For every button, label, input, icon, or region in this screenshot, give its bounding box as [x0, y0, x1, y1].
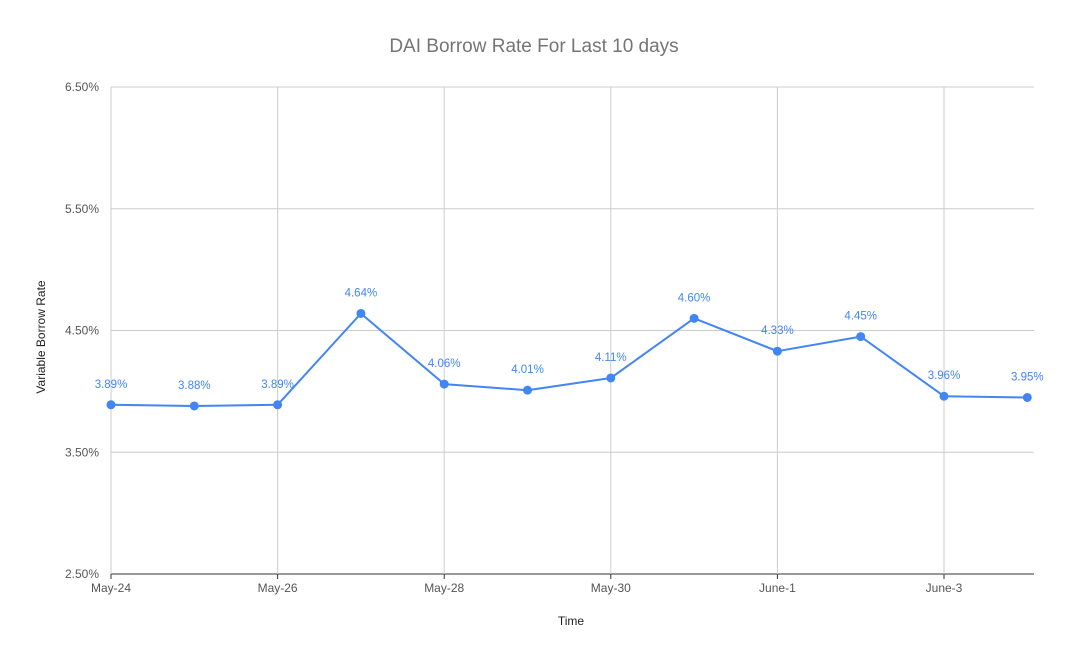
data-label: 3.95%: [1011, 371, 1044, 383]
y-tick-label: 2.50%: [65, 567, 99, 581]
data-point: [356, 308, 366, 318]
y-tick-label: 5.50%: [65, 202, 99, 216]
data-label: 3.88%: [178, 380, 211, 392]
data-label: 4.60%: [678, 292, 711, 304]
data-labels: 3.89% 3.88% 3.89% 4.64% 4.06% 4.01% 4.11% 4.60%…: [95, 287, 1044, 392]
data-point: [189, 401, 199, 411]
y-axis-ticks: 2.50% 3.50% 4.50% 5.50% 6.50%: [65, 80, 99, 581]
y-tick-label: 4.50%: [65, 324, 99, 338]
data-label: 4.45%: [844, 311, 877, 323]
x-tick-label: May-24: [91, 581, 131, 595]
data-point: [523, 385, 532, 395]
x-tick-label: June-1: [759, 581, 796, 595]
x-tick-label: May-30: [591, 581, 631, 595]
y-tick-label: 3.50%: [65, 445, 99, 459]
x-axis-title: Time: [558, 614, 585, 628]
data-point: [689, 313, 699, 323]
data-label: 3.96%: [928, 370, 961, 382]
data-label: 4.64%: [345, 287, 378, 299]
data-point: [606, 373, 616, 383]
data-point: [772, 346, 782, 356]
data-label: 4.33%: [761, 325, 794, 337]
data-point: [439, 379, 449, 389]
gridlines: [110, 86, 1034, 579]
data-label: 3.89%: [95, 379, 128, 391]
data-point: [939, 391, 949, 401]
x-tick-label: May-28: [424, 581, 464, 595]
x-axis-ticks: May-24 May-26 May-28 May-30 June-1 June-3: [91, 581, 963, 595]
series-line: [110, 312, 1028, 407]
data-label: 4.01%: [511, 364, 544, 376]
data-label: 4.06%: [428, 358, 461, 370]
data-point: [273, 400, 283, 410]
x-tick-label: May-26: [258, 581, 298, 595]
data-label: 4.11%: [595, 352, 627, 364]
data-point: [106, 400, 116, 410]
x-tick-label: June-3: [926, 581, 963, 595]
y-axis-title: Variable Borrow Rate: [34, 280, 48, 393]
series-line-group: [106, 308, 1032, 411]
data-point: [1022, 392, 1032, 402]
data-label: 3.89%: [261, 379, 294, 391]
chart-title: DAI Borrow Rate For Last 10 days: [389, 36, 678, 57]
data-point: [856, 332, 866, 342]
y-tick-label: 6.50%: [65, 80, 99, 94]
